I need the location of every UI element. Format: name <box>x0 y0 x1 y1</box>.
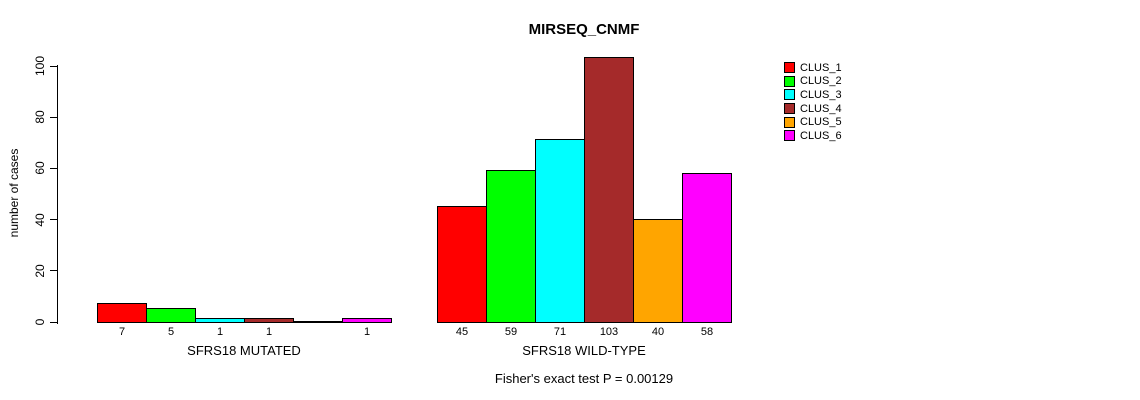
legend-label: CLUS_5 <box>800 116 842 129</box>
bar-value-label: 1 <box>363 326 371 338</box>
bar-clus_1 <box>97 303 147 323</box>
legend: CLUS_1 CLUS_2 CLUS_3 CLUS_4 CLUS_5 CLUS_6 <box>784 61 842 143</box>
bar-clus_1 <box>437 205 487 323</box>
bar-value-label: 1 <box>216 326 224 338</box>
bar-clus_4 <box>244 318 294 323</box>
legend-label: CLUS_1 <box>800 61 842 74</box>
bar-clus_4 <box>584 57 634 323</box>
bar-clus_6 <box>682 172 732 323</box>
legend-swatch <box>784 89 795 101</box>
bar-clus_6 <box>342 318 392 323</box>
y-tick <box>50 219 58 221</box>
y-tick <box>50 270 58 272</box>
fisher-test-annotation: Fisher's exact test P = 0.00129 <box>494 371 674 386</box>
y-tick-label: 20 <box>33 264 47 278</box>
legend-label: CLUS_3 <box>800 88 842 101</box>
legend-item: CLUS_5 <box>784 115 842 129</box>
legend-label: CLUS_4 <box>800 102 842 115</box>
y-tick <box>50 65 58 67</box>
y-tick <box>50 321 58 323</box>
y-tick-label: 40 <box>33 212 47 227</box>
legend-swatch <box>784 116 795 128</box>
group-label-wild-type: SFRS18 WILD-TYPE <box>522 343 646 358</box>
bar-clus_5 <box>633 218 683 323</box>
y-tick-label: 80 <box>33 110 47 124</box>
legend-swatch <box>784 130 795 142</box>
bar-value-label: 71 <box>553 326 567 338</box>
bar-value-label: 58 <box>700 326 714 338</box>
legend-item: CLUS_6 <box>784 129 842 143</box>
bar-value-label: 7 <box>118 326 126 338</box>
y-tick <box>50 167 58 169</box>
y-axis-label: number of cases <box>7 148 21 238</box>
y-tick <box>50 116 58 118</box>
legend-item: CLUS_2 <box>784 75 842 89</box>
legend-label: CLUS_2 <box>800 75 842 88</box>
group-label-mutated: SFRS18 MUTATED <box>187 343 301 358</box>
bar-value-label: 103 <box>599 326 619 338</box>
bar-clus_2 <box>146 308 196 323</box>
bar-clus_3 <box>195 318 245 323</box>
bar-value-label: 40 <box>651 326 665 338</box>
legend-swatch <box>784 75 795 87</box>
legend-item: CLUS_3 <box>784 88 842 102</box>
bar-value-label: 45 <box>455 326 469 338</box>
bar-clus_2 <box>486 169 536 323</box>
chart-title: MIRSEQ_CNMF <box>528 21 640 38</box>
legend-item: CLUS_4 <box>784 102 842 116</box>
y-tick-label: 100 <box>33 55 47 77</box>
bar-clus_3 <box>535 139 585 323</box>
bar-value-label: 5 <box>167 326 175 338</box>
legend-swatch <box>784 103 795 115</box>
legend-item: CLUS_1 <box>784 61 842 75</box>
bar-value-label: 1 <box>265 326 273 338</box>
y-axis-line <box>57 65 58 324</box>
legend-label: CLUS_6 <box>800 129 842 142</box>
y-tick-label: 0 <box>33 318 47 326</box>
y-tick-label: 60 <box>33 161 47 176</box>
legend-swatch <box>784 62 795 74</box>
bar-value-label: 59 <box>504 326 518 338</box>
bar-clus_5 <box>293 321 343 323</box>
